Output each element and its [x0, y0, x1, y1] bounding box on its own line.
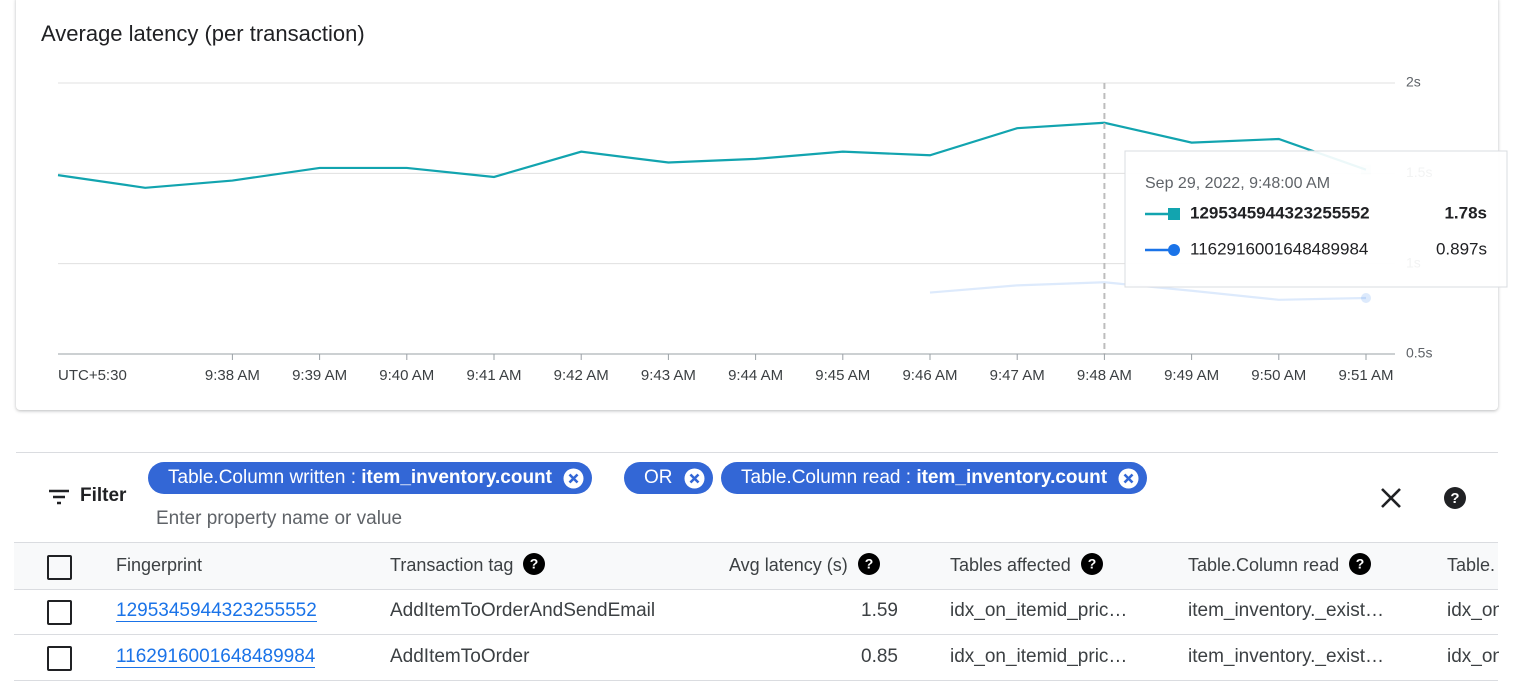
chart-title: Average latency (per transaction): [41, 21, 365, 46]
cell-text: idx_on: [1447, 646, 1499, 667]
cell-text: idx_on: [1447, 600, 1499, 621]
cell-text: item_inventory._exist…: [1188, 600, 1385, 621]
x-tick-label: 9:45 AM: [815, 367, 870, 384]
chip-remove[interactable]: [684, 468, 705, 489]
help-icon[interactable]: ?: [1080, 553, 1103, 575]
x-tick-label: 9:40 AM: [379, 367, 434, 384]
help-icon[interactable]: ?: [523, 553, 546, 575]
legend-marker: [1168, 244, 1180, 256]
filter-chip[interactable]: Table.Column written : item_inventory.co…: [148, 462, 592, 494]
svg-text:?: ?: [530, 556, 539, 572]
checkbox[interactable]: [47, 555, 72, 580]
table-cell: 1295345944323255552: [116, 599, 366, 623]
column-header[interactable]: Table.: [1447, 553, 1516, 577]
table-row: [14, 589, 1498, 635]
divider: [16, 452, 1498, 453]
svg-text:?: ?: [864, 556, 873, 572]
x-tick-label: 9:51 AM: [1338, 367, 1393, 384]
filter-icon[interactable]: [47, 488, 71, 506]
tooltip-title: Sep 29, 2022, 9:48:00 AM: [1145, 175, 1330, 192]
header-text: Transaction tag: [390, 555, 514, 575]
help-icon[interactable]: ?: [857, 553, 880, 575]
fingerprint-link[interactable]: 1295345944323255552: [116, 600, 317, 622]
legend-label: 1162916001648489984: [1190, 239, 1368, 258]
legend-marker: [1168, 208, 1180, 220]
tooltip-value: 1.78s: [1444, 203, 1487, 222]
series-marker: [1361, 292, 1371, 303]
x-tick-label: 9:42 AM: [554, 367, 609, 384]
column-header[interactable]: Transaction tag?: [390, 553, 750, 577]
cell-text: 1.59: [861, 600, 898, 621]
y-tick-label: 0.5s: [1406, 345, 1432, 361]
x-tick-label: 9:44 AM: [728, 367, 783, 384]
column-header[interactable]: Avg latency (s)?: [729, 553, 939, 577]
checkbox[interactable]: [47, 646, 72, 671]
filter-label[interactable]: Filter: [80, 485, 127, 506]
filter-input[interactable]: Enter property name or value: [156, 508, 403, 529]
cell-text: idx_on_itemid_pric…: [950, 646, 1128, 667]
chip-remove[interactable]: [563, 468, 584, 489]
chip-property: Table.Column written :: [168, 467, 356, 488]
x-tick-label: 9:50 AM: [1251, 367, 1306, 384]
header-text: Fingerprint: [116, 555, 203, 575]
column-header[interactable]: Fingerprint: [116, 553, 406, 577]
chip-value: item_inventory.count: [916, 467, 1108, 488]
x-tick-label: 9:39 AM: [292, 367, 347, 384]
header-text: Avg latency (s): [729, 555, 848, 575]
x-tick-label: 9:41 AM: [466, 367, 521, 384]
cell-text: AddItemToOrder: [390, 646, 530, 667]
x-tick-label: 9:43 AM: [641, 367, 696, 384]
table-cell: idx_on_itemid_pric…: [950, 599, 1160, 623]
chip-text: OR: [644, 467, 673, 488]
fingerprint-link[interactable]: 1162916001648489984: [116, 646, 316, 668]
table-cell: item_inventory._exist…: [1188, 645, 1418, 669]
cell-text: idx_on_itemid_pric…: [950, 600, 1128, 621]
series-line: [57, 121, 1367, 189]
svg-text:?: ?: [1450, 490, 1459, 507]
table-cell: idx_on: [1447, 599, 1499, 623]
x-tick-label: 9:46 AM: [902, 367, 957, 384]
table-cell: idx_on_itemid_pric…: [950, 645, 1160, 669]
table-cell: item_inventory._exist…: [1188, 599, 1418, 623]
x-tick-label: UTC+5:30: [58, 367, 127, 384]
column-header[interactable]: Table.Column read?: [1188, 553, 1458, 577]
checkbox[interactable]: [47, 600, 72, 625]
x-tick-label: 9:48 AM: [1077, 367, 1132, 384]
chart: Average latency (per transaction) 0.5s1s…: [41, 21, 1508, 384]
chip-value: item_inventory.count: [361, 467, 552, 488]
cell-text: item_inventory._exist…: [1188, 646, 1385, 667]
chip-remove[interactable]: [1118, 468, 1139, 489]
help-icon[interactable]: ?: [1349, 553, 1372, 575]
filter-chip[interactable]: OR: [624, 462, 713, 494]
x-tick-label: 9:38 AM: [205, 367, 260, 384]
header-text: Table.: [1447, 555, 1496, 575]
y-tick-label: 2s: [1406, 74, 1421, 90]
table-cell: 1.59: [728, 599, 898, 623]
legend-label: 1295345944323255552: [1190, 203, 1370, 222]
table-row: [14, 635, 1498, 681]
table-cell: AddItemToOrderAndSendEmail: [390, 599, 710, 623]
svg-text:?: ?: [1356, 556, 1365, 572]
help-icon[interactable]: ?: [1443, 486, 1467, 510]
table: Fingerprint Transaction tag? Avg latency (…: [14, 542, 1499, 686]
tooltip: [1124, 150, 1508, 288]
table-cell: 0.85: [728, 645, 898, 669]
table-cell: idx_on: [1447, 645, 1499, 669]
header-row: [14, 542, 1498, 590]
column-header[interactable]: Tables affected?: [950, 553, 1200, 577]
table-cell: AddItemToOrder: [390, 645, 710, 669]
header-text: Table.Column read: [1188, 555, 1340, 575]
table-cell: 1162916001648489984: [116, 645, 366, 669]
filter-chip[interactable]: Table.Column read : item_inventory.count: [721, 462, 1148, 494]
header-text: Tables affected: [950, 555, 1071, 575]
chip-property: Table.Column read :: [741, 467, 912, 488]
cell-text: AddItemToOrderAndSendEmail: [390, 600, 656, 621]
x-tick-label: 9:47 AM: [990, 367, 1045, 384]
x-tick-label: 9:49 AM: [1164, 367, 1219, 384]
clear-button[interactable]: [1380, 487, 1402, 509]
cell-text: 0.85: [861, 646, 898, 667]
tooltip-value: 0.897s: [1436, 239, 1487, 258]
svg-text:?: ?: [1087, 556, 1096, 572]
